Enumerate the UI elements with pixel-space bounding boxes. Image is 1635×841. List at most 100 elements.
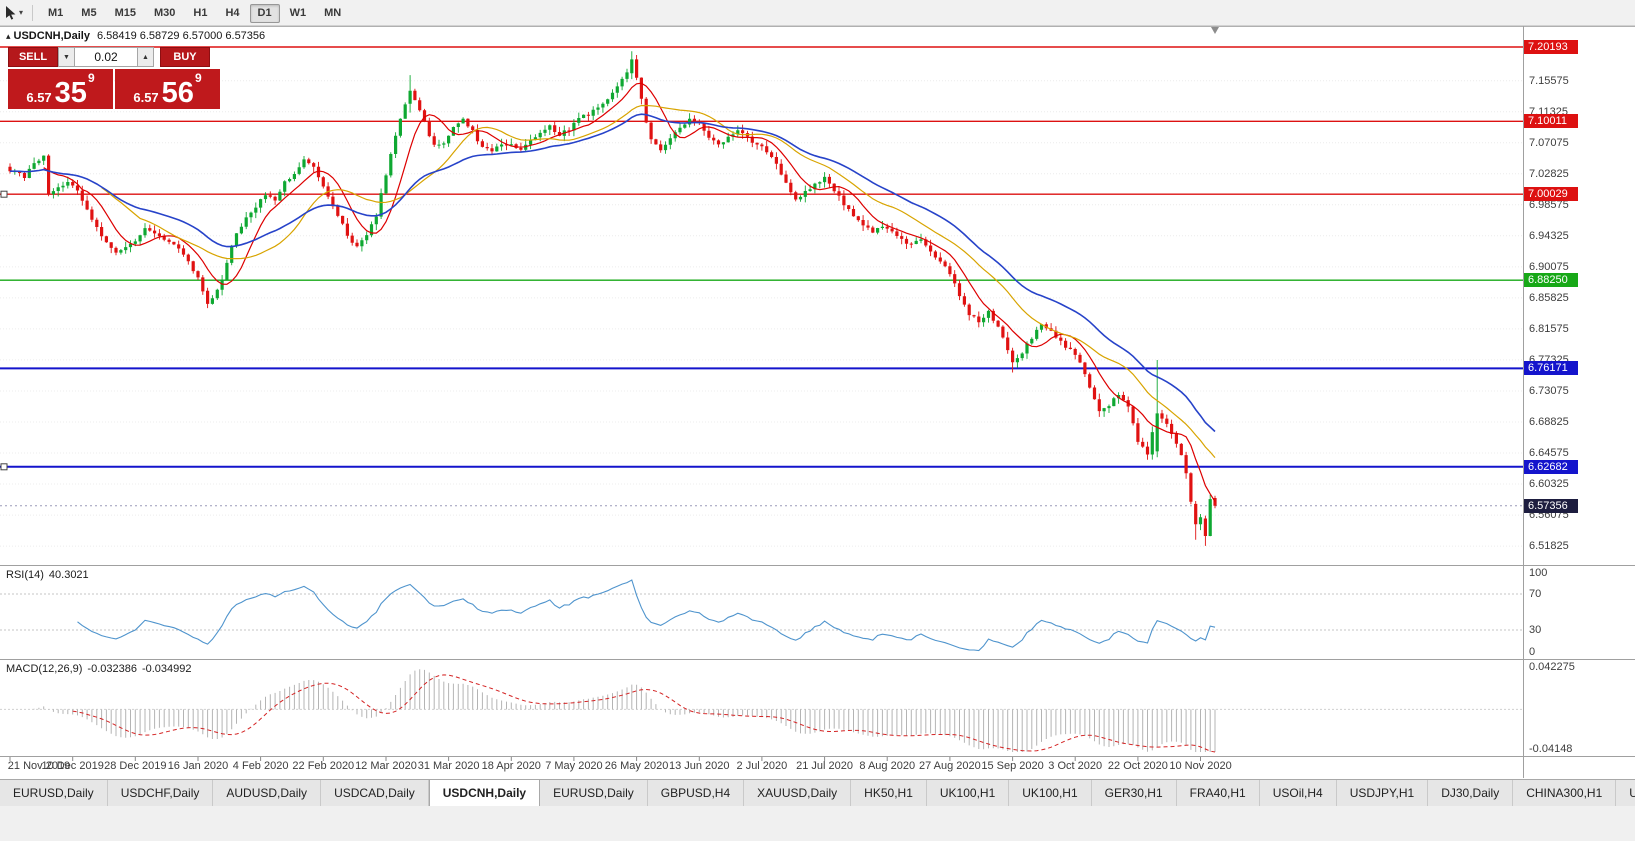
price-level-badge: 6.88250 [1524,273,1578,288]
cursor-icon [6,5,16,20]
date-label: 3 Oct 2020 [1048,760,1103,772]
chart-tab-UK100-H1[interactable]: UK100,H1 [1009,780,1092,806]
timeframe-button-M30[interactable]: M30 [146,4,183,23]
chart-tab-GBPUSD-H4[interactable]: GBPUSD,H4 [648,780,745,806]
macd-signal-value: -0.034992 [141,663,192,675]
buy-button[interactable]: BUY [160,47,210,67]
sell-button[interactable]: SELL [8,47,58,67]
chart-tab-UK100-H1[interactable]: UK100,H1 [927,780,1010,806]
toolbar-separator [32,4,34,21]
timeframe-button-M5[interactable]: M5 [73,4,104,23]
timeframe-button-H1[interactable]: H1 [185,4,215,23]
bid-price-big-digits: 35 [54,77,87,109]
chart-tab-bar: EURUSD,Daily USDCHF,Daily AUDUSD,Daily USDC… [0,779,1635,806]
chart-tab-EURUSD-Daily[interactable]: EURUSD,Daily [0,780,108,806]
cursor-tool-button[interactable]: ▾ [0,5,26,21]
timeframe-button-MN[interactable]: MN [316,4,349,23]
date-label: 7 May 2020 [545,760,603,772]
date-label: 4 Feb 2020 [232,760,289,772]
price-level-badge: 6.76171 [1524,361,1578,376]
price-level-badge: 7.00029 [1524,187,1578,202]
chart-tab-GER30-H1[interactable]: GER30,H1 [1092,780,1177,806]
timeframe-button-M15[interactable]: M15 [107,4,144,23]
volume-increase-button[interactable]: ▲ [137,47,154,67]
volume-decrease-button[interactable]: ▼ [58,47,75,67]
date-label: 22 Feb 2020 [292,760,355,772]
price-axis-tick: 6.51825 [1529,540,1569,553]
chart-tab-CHINA300-H1[interactable]: CHINA300,H1 [1513,780,1617,806]
price-axis-tick: 6.85825 [1529,291,1569,304]
chart-tab-FRA40-H1[interactable]: FRA40,H1 [1177,780,1260,806]
date-label: 10 Nov 2020 [1169,760,1232,772]
rsi-axis-label: 70 [1529,588,1542,600]
chart-tab-AUDUSD-Daily[interactable]: AUDUSD,Daily [213,780,322,806]
date-label: 2 Jul 2020 [736,760,788,772]
bid-price-pipette: 9 [87,71,95,85]
timeframe-button-D1[interactable]: D1 [249,3,280,23]
price-axis-tick: 7.15575 [1529,74,1569,87]
rsi-axis-label: 0 [1529,646,1536,658]
price-axis-tick: 6.94325 [1529,229,1569,242]
date-label: 27 Aug 2020 [918,760,981,772]
bid-price-display[interactable]: 6.57 35 9 [8,69,113,109]
cursor-tool-caret-icon[interactable]: ▾ [19,8,24,17]
price-axis-tick: 6.60325 [1529,478,1569,491]
ask-price-prefix: 6.57 [133,90,159,105]
macd-axis-bottom-label: -0.04148 [1529,743,1573,755]
chart-tab-USOil-Da[interactable]: USOil,Da [1616,780,1635,806]
date-label: 12 Mar 2020 [355,760,417,772]
chart-tab-USOil-H4[interactable]: USOil,H4 [1260,780,1337,806]
bid-price-prefix: 6.57 [26,90,52,105]
chart-tab-HK50-H1[interactable]: HK50,H1 [851,780,927,806]
status-bar [0,805,1635,841]
timeframe-toolbar: M1 M5 M15 M30 H1 H4 D1 W1 MN [39,3,350,23]
timeframe-button-M1[interactable]: M1 [40,4,71,23]
chart-title: ▴ USDCNH,Daily 6.58419 6.58729 6.57000 6.5… [6,30,265,42]
chart-ohlc-values: 6.58419 6.58729 6.57000 6.57356 [96,30,266,42]
chart-tab-XAUUSD-Daily[interactable]: XAUUSD,Daily [744,780,852,806]
macd-name: MACD(12,26,9) [6,663,83,675]
date-label: 26 May 2020 [604,760,669,772]
price-axis-tick: 6.90075 [1529,260,1569,273]
price-axis-tick: 6.68825 [1529,415,1569,428]
chart-tab-USDCNH-Daily[interactable]: USDCNH,Daily [428,780,541,806]
timeframe-button-W1[interactable]: W1 [282,4,315,23]
chart-tab-USDCAD-Daily[interactable]: USDCAD,Daily [321,780,429,806]
price-level-badge: 6.62682 [1524,459,1578,474]
chart-symbol-label: USDCNH,Daily [13,30,90,42]
chart-tab-USDCHF-Daily[interactable]: USDCHF,Daily [108,780,214,806]
rsi-axis-label: 30 [1529,624,1542,636]
price-axis-tick: 7.07075 [1529,136,1569,149]
price-level-badge: 7.10011 [1524,114,1578,129]
price-axis-tick: 6.98575 [1529,198,1569,211]
price-axis-tick: 7.02825 [1529,167,1569,180]
price-axis-tick: 6.73075 [1529,384,1569,397]
chart-tab-USDJPY-H1[interactable]: USDJPY,H1 [1337,780,1429,806]
date-label: 16 Jan 2020 [167,760,229,772]
current-price-badge: 6.57356 [1524,498,1578,513]
chart-plot-area[interactable] [0,26,1635,779]
chart-tab-DJ30-Daily[interactable]: DJ30,Daily [1428,780,1514,806]
one-click-trading-panel: SELL ▼ ▲ BUY 6.57 35 9 6.57 56 9 [8,47,220,109]
rsi-value: 40.3021 [48,569,89,581]
rsi-axis-label: 100 [1529,567,1548,579]
date-label: 28 Dec 2019 [104,760,167,772]
chart-tab-EURUSD-Daily[interactable]: EURUSD,Daily [540,780,648,806]
ask-price-display[interactable]: 6.57 56 9 [115,69,220,109]
price-axis-tick: 6.64575 [1529,447,1569,459]
ask-price-big-digits: 56 [161,77,194,109]
date-label: 18 Apr 2020 [481,760,541,772]
rsi-name: RSI(14) [6,569,44,581]
price-axis-tick: 6.81575 [1529,322,1569,335]
macd-axis-top-label: 0.042275 [1529,661,1575,673]
rsi-indicator-label: RSI(14) 40.3021 [6,569,89,581]
date-label: 10 Dec 2019 [41,760,104,772]
macd-indicator-label: MACD(12,26,9) -0.032386 -0.034992 [6,663,192,675]
macd-main-value: -0.032386 [87,663,137,675]
date-label: 31 Mar 2020 [417,760,480,772]
date-label: 15 Sep 2020 [981,760,1044,772]
timeframe-button-H4[interactable]: H4 [217,4,247,23]
volume-input[interactable] [75,47,137,67]
one-click-collapse-icon[interactable]: ▴ [6,31,11,41]
date-label: 21 Nov 2019 [7,760,71,772]
